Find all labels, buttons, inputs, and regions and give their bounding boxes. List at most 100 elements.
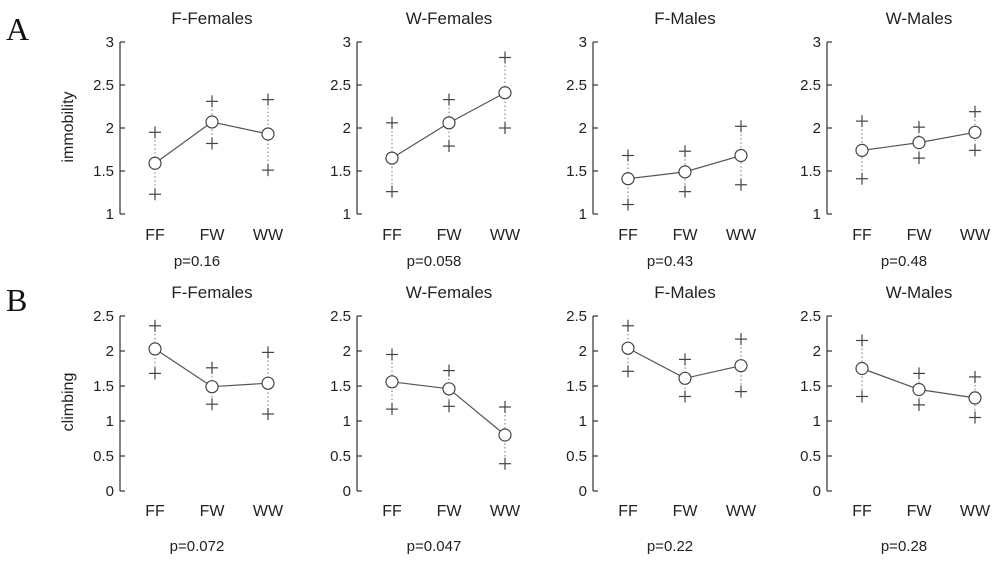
x-tick-label: FW <box>200 227 226 244</box>
mean-marker <box>498 428 512 442</box>
panel-b-1: F-Females 0 0.5 1 1.5 2 2.5 FF FW WW p=0.072 <box>93 283 284 555</box>
lower-marker <box>149 367 161 380</box>
upper-marker <box>499 401 511 413</box>
p-value: p=0.058 <box>407 253 462 270</box>
y-tick-label: 3 <box>106 34 114 51</box>
x-tick-label: WW <box>253 503 284 520</box>
y-tick-label: 1.5 <box>330 163 351 180</box>
x-tick-label: FF <box>852 227 872 244</box>
panel-b-3: F-Males 0 0.5 1 1.5 2 2.5 FF FW WW p=0.22 <box>566 283 757 555</box>
mean-marker <box>148 156 162 170</box>
x-tick-label: WW <box>490 227 521 244</box>
upper-marker <box>856 334 868 347</box>
upper-marker <box>443 364 455 377</box>
ylabel-climbing: climbing <box>60 373 77 432</box>
x-tick-label: FF <box>382 503 402 520</box>
upper-marker <box>262 346 274 359</box>
upper-marker <box>913 367 925 380</box>
y-tick-label: 2.5 <box>330 308 351 325</box>
y-tick-label: 1 <box>813 206 821 223</box>
upper-marker <box>206 95 218 108</box>
y-tick-label: 2.5 <box>566 77 587 94</box>
lower-marker <box>913 398 925 411</box>
p-value: p=0.48 <box>881 253 927 270</box>
mean-marker <box>621 172 635 186</box>
y-tick-label: 2 <box>106 120 114 137</box>
ylabel-immobility: immobility <box>60 91 77 162</box>
panel-a-1: F-Females 1 1.5 2 2.5 3 FF FW WW p=0.16 <box>93 9 284 270</box>
mean-marker <box>912 382 926 397</box>
upper-marker <box>913 121 925 134</box>
x-tick-label: FW <box>673 503 699 520</box>
panel-title: W-Females <box>406 283 493 302</box>
x-tick-label: FF <box>145 227 165 244</box>
y-tick-label: 0 <box>813 483 821 500</box>
upper-marker <box>969 105 981 118</box>
mean-marker <box>261 376 275 390</box>
x-tick-label: FF <box>145 503 165 520</box>
p-value: p=0.072 <box>170 538 225 555</box>
y-tick-label: 2 <box>579 120 587 137</box>
lower-marker <box>443 140 455 153</box>
mean-marker <box>678 165 692 179</box>
y-tick-label: 1 <box>343 413 351 430</box>
panel-title: W-Females <box>406 9 493 28</box>
panel-a-2: W-Females 1 1.5 2 2.5 3 FF FW WW p=0.058 <box>330 9 521 270</box>
p-value: p=0.047 <box>407 538 462 555</box>
upper-marker <box>735 120 747 133</box>
y-tick-label: 1.5 <box>93 378 114 395</box>
upper-marker <box>386 348 398 361</box>
panel-title: F-Males <box>654 283 715 302</box>
upper-marker <box>735 333 747 346</box>
y-tick-label: 2.5 <box>800 308 821 325</box>
x-tick-label: FW <box>907 503 933 520</box>
lower-marker <box>386 403 398 416</box>
upper-marker <box>622 149 634 162</box>
mean-marker <box>205 380 219 394</box>
x-tick-label: FF <box>382 227 402 244</box>
x-tick-label: WW <box>960 503 991 520</box>
lower-marker <box>622 365 634 378</box>
row-letter-b: B <box>6 282 27 318</box>
lower-marker <box>622 198 634 211</box>
row-letter-a: A <box>6 11 29 47</box>
panel-b-2: W-Females 0 0.5 1 1.5 2 2.5 FF FW WW p=0.047 <box>330 283 521 555</box>
p-value: p=0.43 <box>647 253 693 270</box>
y-tick-label: 2.5 <box>330 77 351 94</box>
lower-marker <box>856 390 868 403</box>
y-tick-label: 0.5 <box>93 448 114 465</box>
x-tick-label: FW <box>200 503 226 520</box>
upper-marker <box>679 353 691 366</box>
y-tick-label: 2.5 <box>93 308 114 325</box>
y-tick-label: 1 <box>106 206 114 223</box>
mean-marker <box>968 125 982 139</box>
upper-marker <box>386 116 398 129</box>
upper-marker <box>443 93 455 106</box>
x-tick-label: FW <box>437 503 463 520</box>
lower-marker <box>969 411 981 424</box>
lower-marker <box>856 172 868 185</box>
y-tick-label: 0.5 <box>800 448 821 465</box>
y-tick-label: 2.5 <box>566 308 587 325</box>
lower-marker <box>386 185 398 198</box>
lower-marker <box>499 122 511 134</box>
y-tick-label: 1 <box>579 413 587 430</box>
lower-marker <box>262 164 274 177</box>
x-tick-label: FW <box>437 227 463 244</box>
y-tick-label: 2 <box>106 343 114 360</box>
y-tick-label: 0.5 <box>566 448 587 465</box>
y-tick-label: 1.5 <box>566 378 587 395</box>
mean-marker <box>621 341 635 355</box>
mean-marker <box>261 127 275 141</box>
lower-marker <box>149 188 161 201</box>
mean-marker <box>734 359 748 373</box>
y-tick-label: 2 <box>813 343 821 360</box>
y-tick-label: 2 <box>579 343 587 360</box>
panel-title: W-Males <box>886 9 953 28</box>
y-tick-label: 0.5 <box>330 448 351 465</box>
lower-marker <box>679 390 691 403</box>
y-tick-label: 0 <box>579 483 587 500</box>
y-tick-label: 2 <box>343 120 351 137</box>
x-tick-label: FW <box>907 227 933 244</box>
panel-title: F-Females <box>171 9 252 28</box>
